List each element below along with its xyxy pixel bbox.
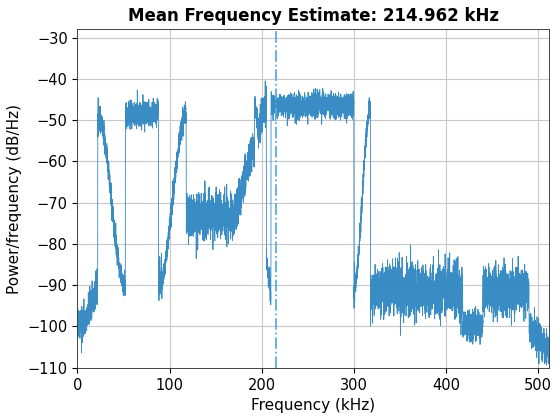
- X-axis label: Frequency (kHz): Frequency (kHz): [251, 398, 375, 413]
- Y-axis label: Power/frequency (dB/Hz): Power/frequency (dB/Hz): [7, 103, 22, 294]
- Title: Mean Frequency Estimate: 214.962 kHz: Mean Frequency Estimate: 214.962 kHz: [128, 7, 499, 25]
